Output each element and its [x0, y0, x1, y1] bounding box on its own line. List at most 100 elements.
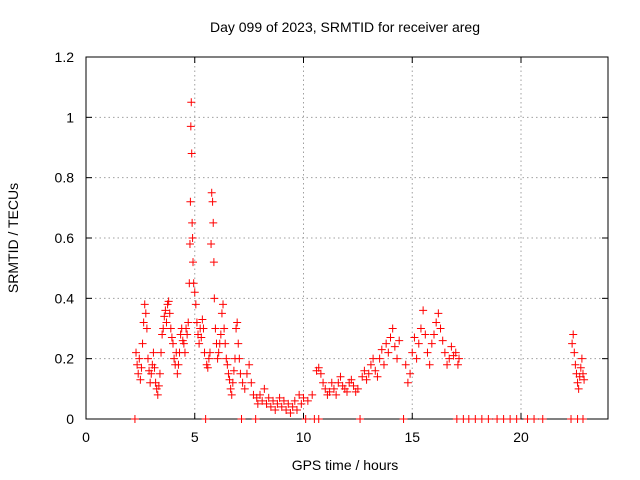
data-point: [232, 324, 241, 333]
data-point: [295, 390, 304, 399]
data-point: [190, 288, 199, 297]
data-point: [133, 360, 142, 369]
data-point: [210, 294, 219, 303]
data-point: [234, 339, 243, 348]
data-point: [240, 384, 249, 393]
data-point: [228, 378, 237, 387]
data-point: [329, 384, 338, 393]
data-point: [573, 378, 582, 387]
data-point: [216, 330, 225, 339]
data-point: [379, 360, 388, 369]
data-point: [223, 360, 232, 369]
data-point: [303, 396, 312, 405]
plot-frame: [85, 56, 609, 420]
data-point: [139, 318, 148, 327]
data-point: [277, 402, 286, 411]
data-point: [353, 384, 362, 393]
data-point: [401, 360, 410, 369]
data-point: [436, 324, 445, 333]
data-point: [364, 369, 373, 378]
data-point: [135, 354, 144, 363]
data-point: [191, 300, 200, 309]
x-tick-label: 5: [191, 429, 199, 445]
data-point: [336, 372, 345, 381]
y-tick-label: 0: [66, 411, 74, 427]
x-tick-label: 10: [296, 429, 312, 445]
data-point: [271, 405, 280, 414]
data-point: [227, 390, 236, 399]
data-point: [189, 258, 198, 267]
x-tick-label: 0: [82, 429, 90, 445]
data-point: [185, 240, 194, 249]
data-point: [155, 369, 164, 378]
data-point: [358, 372, 367, 381]
data-point: [188, 218, 197, 227]
data-point: [242, 369, 251, 378]
data-point: [214, 348, 223, 357]
data-point: [273, 399, 282, 408]
data-point: [247, 378, 256, 387]
data-point: [453, 360, 462, 369]
data-point: [174, 360, 183, 369]
data-point: [580, 375, 589, 384]
data-point: [237, 415, 246, 423]
data-point: [451, 348, 460, 357]
data-point: [393, 354, 402, 363]
data-point: [390, 342, 399, 351]
data-point: [170, 354, 179, 363]
data-point: [570, 348, 579, 357]
data-point: [182, 324, 191, 333]
data-point: [384, 348, 393, 357]
data-point: [299, 393, 308, 402]
data-point: [410, 333, 419, 342]
data-point: [134, 369, 143, 378]
data-point: [147, 369, 156, 378]
data-point: [408, 348, 417, 357]
data-point: [434, 309, 443, 318]
data-point: [343, 387, 351, 396]
data-point: [455, 354, 464, 363]
data-point: [403, 378, 412, 387]
data-point: [197, 333, 206, 342]
data-point: [438, 336, 447, 345]
y-tick-label: 0.6: [55, 230, 75, 246]
data-point: [440, 348, 449, 357]
data-point: [235, 354, 244, 363]
data-point: [347, 375, 356, 384]
data-point: [224, 369, 233, 378]
data-point: [199, 324, 208, 333]
data-point: [288, 402, 297, 411]
data-point: [256, 390, 264, 399]
data-point: [321, 384, 330, 393]
data-point: [530, 415, 539, 423]
data-point: [159, 324, 168, 333]
data-point: [203, 363, 212, 372]
data-point: [186, 197, 195, 206]
data-point: [419, 306, 428, 315]
data-point: [512, 415, 521, 423]
data-point: [279, 396, 288, 405]
data-point: [160, 312, 169, 321]
x-tick-label: 15: [404, 429, 420, 445]
data-point: [314, 363, 323, 372]
data-point: [229, 366, 238, 375]
data-point: [414, 339, 423, 348]
data-point: [578, 415, 587, 423]
data-point: [284, 399, 293, 408]
data-point: [169, 339, 177, 348]
data-point: [406, 369, 415, 378]
data-point: [173, 369, 182, 378]
data-point: [382, 339, 391, 348]
data-point: [388, 324, 397, 333]
data-point: [275, 393, 284, 402]
data-point: [375, 354, 384, 363]
data-point: [226, 384, 235, 393]
data-point: [222, 354, 231, 363]
data-point: [260, 384, 269, 393]
data-point: [325, 387, 334, 396]
data-point: [308, 390, 317, 399]
data-point: [165, 309, 174, 318]
data-point: [316, 369, 325, 378]
data-point: [205, 348, 214, 357]
